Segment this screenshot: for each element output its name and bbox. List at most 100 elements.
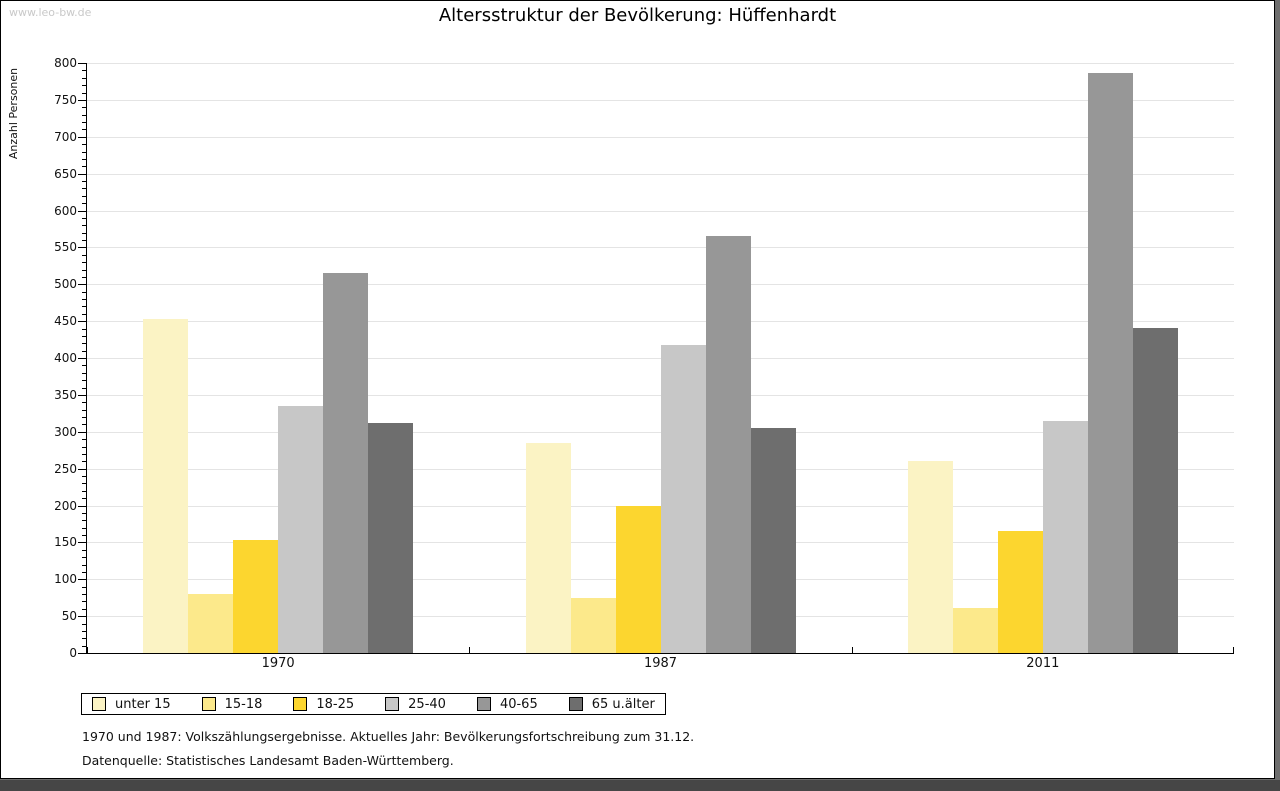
legend-item: 25-40 <box>385 697 446 712</box>
legend-swatch <box>568 697 583 711</box>
y-axis-minor-tick <box>82 129 86 131</box>
gridline <box>87 321 1234 323</box>
gridline <box>87 99 1234 101</box>
watermark: www.leo-bw.de <box>9 6 92 19</box>
plot-area: 0 50 100 150 200 250 300 350 400 450 500 550 600 650 7… <box>54 56 1234 671</box>
y-axis-minor-tick <box>82 188 86 190</box>
gridline <box>87 173 1234 175</box>
y-axis-major-tick <box>78 431 86 433</box>
bar-65-u-lter-2011 <box>1132 327 1178 653</box>
y-axis-minor-tick <box>82 402 86 404</box>
legend-swatch <box>92 697 106 711</box>
y-axis-minor-tick <box>82 461 86 463</box>
legend-swatch <box>201 697 216 711</box>
y-axis-tick-label: 150 <box>54 535 77 550</box>
y-axis-major-tick <box>78 247 86 249</box>
y-axis-tick-label: 100 <box>54 572 77 587</box>
legend-swatch <box>293 697 308 711</box>
legend-item: 18-25 <box>293 697 354 712</box>
y-axis-minor-tick <box>82 564 86 566</box>
y-axis-tick-label: 350 <box>54 387 77 402</box>
y-axis-tick-label: 800 <box>54 56 77 70</box>
y-axis-minor-tick <box>82 372 86 374</box>
y-axis-minor-tick <box>82 446 86 448</box>
y-axis-major-tick <box>78 468 86 470</box>
y-axis-tick-label: 50 <box>61 609 77 624</box>
y-axis-minor-tick <box>82 144 86 146</box>
y-axis-minor-tick <box>82 623 86 625</box>
y-axis-minor-tick <box>82 380 86 382</box>
y-axis-minor-tick <box>82 122 86 123</box>
y-axis-minor-tick <box>82 527 86 529</box>
y-axis-minor-tick <box>82 594 86 595</box>
legend-label: 18-25 <box>316 696 355 712</box>
y-axis-tick-label: 600 <box>54 203 77 218</box>
y-axis-tick-label: 500 <box>54 277 77 292</box>
y-axis-major-tick <box>78 321 86 323</box>
y-axis-minor-tick <box>82 107 86 109</box>
y-axis-minor-tick <box>82 645 86 647</box>
y-axis-major-tick <box>78 99 86 101</box>
y-axis-tick-label: 400 <box>54 351 77 365</box>
y-axis-minor-tick <box>82 181 86 182</box>
y-axis-minor-tick <box>82 313 86 315</box>
y-axis-minor-tick <box>82 453 86 455</box>
bar-25-40-1987 <box>660 344 706 653</box>
gridline <box>87 136 1234 138</box>
y-axis-major-tick <box>78 136 86 138</box>
gridline <box>87 284 1234 286</box>
legend-item: 65 u.älter <box>568 697 655 712</box>
x-axis-tick <box>469 647 471 653</box>
y-axis-minor-tick <box>82 608 86 610</box>
y-axis-minor-tick <box>82 630 86 632</box>
x-category-label: 2011 <box>1026 656 1060 671</box>
y-axis-minor-tick <box>82 203 86 205</box>
y-axis-minor-tick <box>82 520 86 522</box>
gridline <box>87 63 1234 64</box>
y-axis-major-tick <box>78 358 86 359</box>
y-axis-minor-tick <box>82 586 86 588</box>
y-axis-title: Anzahl Personen <box>7 67 20 160</box>
y-axis-minor-tick <box>82 291 86 293</box>
y-axis-major-tick <box>78 579 86 581</box>
legend-swatch <box>385 697 400 711</box>
y-axis-minor-tick <box>82 476 86 477</box>
legend-label: 15-18 <box>224 696 263 712</box>
legend-swatch <box>476 697 491 711</box>
y-axis-minor-tick <box>82 158 86 160</box>
y-axis-minor-tick <box>82 557 86 559</box>
y-axis-major-tick <box>78 210 86 212</box>
footnote-source: Datenquelle: Statistisches Landesamt Bad… <box>82 753 454 768</box>
y-axis-minor-tick <box>82 92 86 94</box>
y-axis-minor-tick <box>82 217 86 219</box>
y-axis-tick-label: 750 <box>54 92 77 107</box>
y-axis-minor-tick <box>82 232 86 234</box>
y-axis-major-tick <box>78 653 86 654</box>
y-axis-tick-label: 0 <box>69 646 77 660</box>
y-axis-minor-tick <box>82 195 86 197</box>
gridline <box>87 247 1234 249</box>
y-axis-minor-tick <box>82 77 86 79</box>
y-axis-minor-tick <box>82 70 86 72</box>
y-axis-minor-tick <box>82 387 86 389</box>
bar-25-40-2011 <box>1042 420 1088 653</box>
gridline <box>87 210 1234 212</box>
y-axis-minor-tick <box>82 439 86 441</box>
bar-40-65-1987 <box>705 235 751 653</box>
y-axis-minor-tick <box>82 549 86 551</box>
bar-65-u-lter-1970 <box>368 422 414 653</box>
x-axis-tick <box>1233 647 1234 653</box>
y-axis-minor-tick <box>82 571 86 573</box>
y-axis-minor-tick <box>82 254 86 256</box>
y-axis-tick-label: 250 <box>54 461 77 476</box>
y-axis-tick-label: 300 <box>54 424 77 439</box>
y-axis-minor-tick <box>82 306 86 308</box>
bar-18-25-2011 <box>997 530 1043 653</box>
legend-label: 40-65 <box>499 696 538 712</box>
y-axis-minor-tick <box>82 490 86 492</box>
bar-18-25-1987 <box>615 506 661 653</box>
y-axis-major-tick <box>78 63 86 64</box>
y-axis-minor-tick <box>82 365 86 367</box>
legend: unter 15 15-18 18-25 25-40 40-65 65 u.älter <box>81 693 666 715</box>
